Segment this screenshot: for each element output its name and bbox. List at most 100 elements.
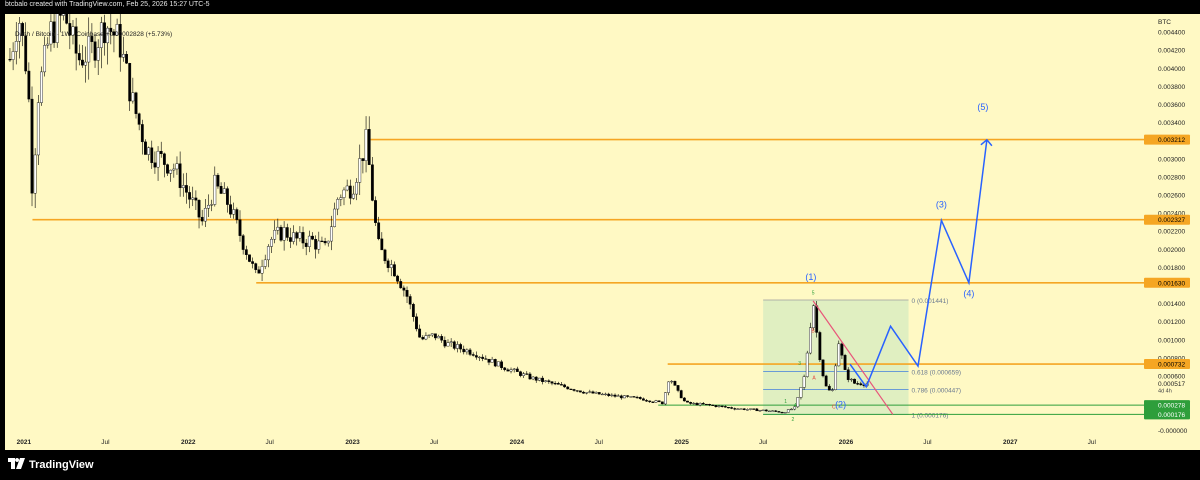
candle-body: [241, 235, 245, 250]
level-price-tag-bg: [1144, 134, 1190, 145]
candle-body: [270, 239, 273, 247]
plot-area[interactable]: 0 (0.001441) 0.618 (0.000659) 0.786 (0.000…: [5, 0, 1144, 433]
fib-level-label: 1 (0.000176): [912, 412, 949, 419]
candle-body: [339, 197, 343, 200]
current-price-label: 0.000517: [1158, 381, 1185, 388]
tradingview-brand[interactable]: TradingView: [8, 458, 94, 471]
candle-body: [213, 174, 217, 205]
sub-wave-label: B: [811, 329, 815, 335]
candle-body: [87, 36, 91, 63]
candle-body: [128, 63, 132, 102]
candle-body: [705, 403, 708, 406]
candle-body: [515, 368, 519, 372]
candle-body: [232, 209, 236, 215]
candle-body: [793, 406, 797, 410]
candle-body: [144, 141, 147, 155]
level-price-tag: 0.003212: [1158, 137, 1185, 144]
candle-body: [525, 373, 529, 375]
candle-body: [46, 43, 50, 46]
candle-body: [591, 391, 595, 394]
time-axis[interactable]: 2021 Jul 2022 Jul 2023 Jul 2024 Jul 2025 Jul 2026 J…: [5, 433, 1200, 450]
candle-body: [796, 397, 800, 408]
candle-body: [248, 254, 251, 262]
candle-body: [774, 410, 778, 412]
candle-body: [77, 53, 81, 61]
fib-level-label: 0 (0.001441): [912, 298, 949, 305]
candle-body: [708, 404, 711, 406]
sub-wave-label: C: [832, 405, 836, 411]
candle-body: [749, 408, 752, 410]
candle-body: [657, 400, 661, 402]
candle-body: [837, 343, 841, 367]
candle-body: [629, 396, 633, 398]
candle-body: [43, 45, 47, 73]
candle-body: [698, 403, 702, 406]
candle-body: [635, 396, 639, 399]
fib-level-label: 0.786 (0.000447): [912, 388, 962, 395]
candle-body: [676, 385, 680, 391]
price-tick-label: 0.000600: [1158, 373, 1185, 380]
candle-body: [254, 263, 258, 270]
candle-body: [203, 207, 207, 222]
candle-body: [389, 264, 393, 268]
candle-body: [493, 359, 497, 367]
candle-body: [65, 9, 69, 24]
candle-body: [30, 98, 34, 194]
candle-body: [673, 380, 677, 386]
sub-wave-label: 5: [812, 291, 815, 297]
candle-body: [742, 408, 746, 410]
candle-body: [93, 41, 97, 61]
candle-body: [411, 304, 415, 317]
candle-body: [853, 378, 856, 384]
candle-body: [370, 164, 374, 201]
price-tick-label: 0.000800: [1158, 355, 1185, 362]
candle-body: [307, 235, 311, 247]
tradingview-logo-icon: [8, 458, 25, 469]
candle-body: [569, 388, 573, 390]
candle-body: [846, 369, 850, 380]
level-price-tag-bg: [1144, 277, 1190, 288]
candle-body: [320, 240, 324, 242]
candle-body: [122, 53, 125, 58]
candle-body: [150, 147, 154, 163]
candle-body: [443, 340, 447, 347]
candle-body: [96, 47, 100, 61]
candle-body: [471, 354, 475, 356]
candle-body: [575, 390, 579, 392]
candle-body: [52, 21, 56, 43]
chart-svg[interactable]: 0 (0.001441) 0.618 (0.000659) 0.786 (0.000…: [5, 0, 1144, 433]
candle-body: [604, 393, 607, 396]
candle-body: [723, 406, 727, 408]
candle-body: [285, 227, 289, 238]
candle-body: [24, 35, 28, 72]
candle-body: [528, 373, 532, 380]
wave-label: (4): [963, 288, 974, 298]
price-tick-label: 0.002400: [1158, 211, 1185, 218]
time-tick-label: 2024: [510, 439, 525, 446]
candle-body: [717, 405, 721, 407]
candle-body: [764, 409, 768, 412]
candle-body: [799, 387, 803, 398]
candle-body: [222, 188, 226, 194]
candle-body: [172, 168, 176, 171]
wave-label: (3): [936, 200, 947, 210]
candle-body: [572, 389, 576, 391]
sub-wave-label: A: [812, 376, 816, 382]
candle-body: [235, 209, 239, 220]
candle-body: [733, 408, 737, 410]
candle-body: [509, 369, 513, 372]
price-axis[interactable]: BTC 0.004400 0.004200 0.004000 0.003800 0.003…: [1144, 14, 1200, 435]
candle-body: [68, 23, 72, 36]
price-tick-label: 0.002000: [1158, 247, 1185, 254]
candle-body: [427, 334, 431, 337]
candle-body: [821, 359, 825, 377]
candle-body: [118, 24, 122, 58]
candle-body: [386, 260, 390, 268]
candle-body: [81, 59, 84, 66]
candle-body: [664, 392, 667, 405]
symbol-legend: Dash / Bitcoin · 1W · Coinbase +0.000028…: [15, 31, 173, 38]
support-price-tag-bg: [1144, 409, 1190, 420]
wave-label: (2): [835, 400, 846, 410]
candle-body: [519, 371, 522, 376]
price-tick-label: 0.003800: [1158, 84, 1185, 91]
